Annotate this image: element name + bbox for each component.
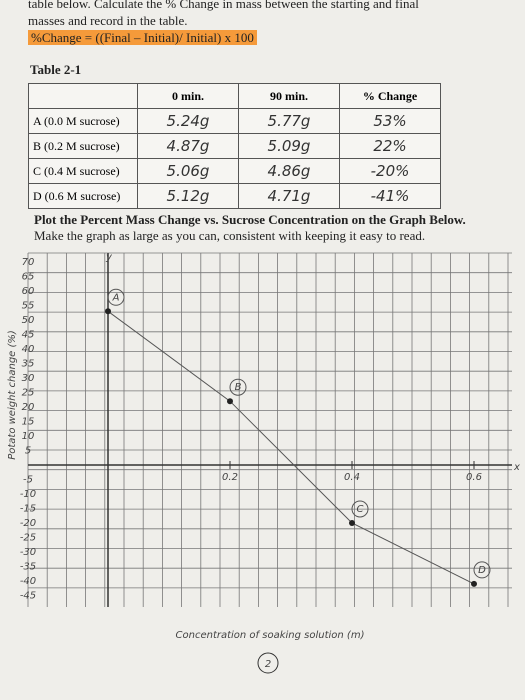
table-row: C (0.4 M sucrose) 5.06g 4.86g -20% [28,158,441,184]
point-label: D [478,565,486,576]
cell: -41% [339,183,441,209]
trend-line [107,310,475,585]
cell: 5.77g [238,108,340,134]
y-tick-label: -20 [20,518,36,529]
cell: 5.24g [137,108,239,134]
y-tick-label: -10 [20,489,36,500]
cell: 53% [339,108,441,134]
cell: 22% [339,133,441,159]
row-label: C (0.4 M sucrose) [28,158,138,184]
data-point [227,398,233,405]
table-caption: Table 2-1 [30,62,82,77]
axis-letter: x [513,462,520,473]
y-tick-label: 65 [22,272,35,283]
y-tick-label: 20 [22,402,35,413]
y-tick-label: 60 [22,286,35,297]
data-point [105,308,111,315]
y-tick-label: -5 [23,475,33,486]
graph: y x 70 65 60 55 50 45 40 35 30 25 20 15 10 5 -5 -10 -15 -20… [7,252,520,674]
x-tick-label: 0.4 [344,472,360,483]
row-label: A (0.0 M sucrose) [28,108,138,134]
column-header: 90 min. [238,83,340,109]
cell: 4.87g [137,133,239,159]
column-header: % Change [339,83,441,109]
header-line: table below. Calculate the % Change in m… [28,0,419,11]
axis-letter: y [105,252,113,263]
formula: %Change = ((Final – Initial)/ Initial) x… [28,30,257,45]
table-row: A (0.0 M sucrose) 5.24g 5.77g 53% [28,108,441,134]
cell: 5.09g [238,133,340,159]
y-tick-label: -15 [20,504,36,515]
table-row: D (0.6 M sucrose) 5.12g 4.71g -41% [28,183,441,209]
point-label-ring [107,288,125,306]
table-row: B (0.2 M sucrose) 4.87g 5.09g 22% [28,133,441,159]
y-tick-label: 50 [22,315,35,326]
column-header: 0 min. [137,83,239,109]
y-tick-label: 55 [22,301,35,312]
cell: 5.06g [137,158,239,184]
x-tick-label: 0.6 [466,472,482,483]
y-tick-label: 35 [22,359,35,370]
instruction: Plot the Percent Mass Change vs. Sucrose… [34,212,466,227]
header-line: masses and record in the table. [28,13,188,28]
y-tick-label: -35 [20,562,36,573]
y-tick-label: -40 [20,576,36,587]
y-tick-label: -45 [20,591,36,602]
point-label-ring [351,500,369,518]
row-label: B (0.2 M sucrose) [28,133,138,159]
instruction: Make the graph as large as you can, cons… [34,228,426,243]
cell: -20% [339,158,441,184]
data-point [471,580,477,587]
row-label: D (0.6 M sucrose) [28,183,138,209]
y-tick-label: 45 [22,330,35,341]
cell: 4.86g [238,158,340,184]
cell: 5.12g [137,183,239,209]
y-tick-label: 25 [22,388,35,399]
y-tick-label: 70 [22,257,35,268]
y-axis-label: Potato weight change (%) [7,330,18,460]
point-label: B [235,382,242,393]
point-label-ring [229,378,247,396]
point-label-ring [473,561,491,579]
data-point [349,520,355,526]
point-label: A [112,292,120,303]
y-tick-label: -25 [20,533,36,544]
x-tick-label: 0.2 [222,472,238,483]
y-tick-label: 40 [22,344,35,355]
x-axis-label: Concentration of soaking solution (m) [176,630,365,641]
cell: 4.71g [238,183,340,209]
y-tick-label: 10 [22,431,35,442]
y-tick-label: 30 [22,373,35,384]
point-label: C [357,504,364,515]
y-tick-label: -30 [20,547,36,558]
y-tick-label: 5 [25,446,31,457]
page-number: 2 [265,659,271,670]
data-table: 0 min. 90 min. % Change A (0.0 M sucrose… [28,83,441,209]
page-number-ring [257,652,279,674]
y-tick-label: 15 [22,417,35,428]
